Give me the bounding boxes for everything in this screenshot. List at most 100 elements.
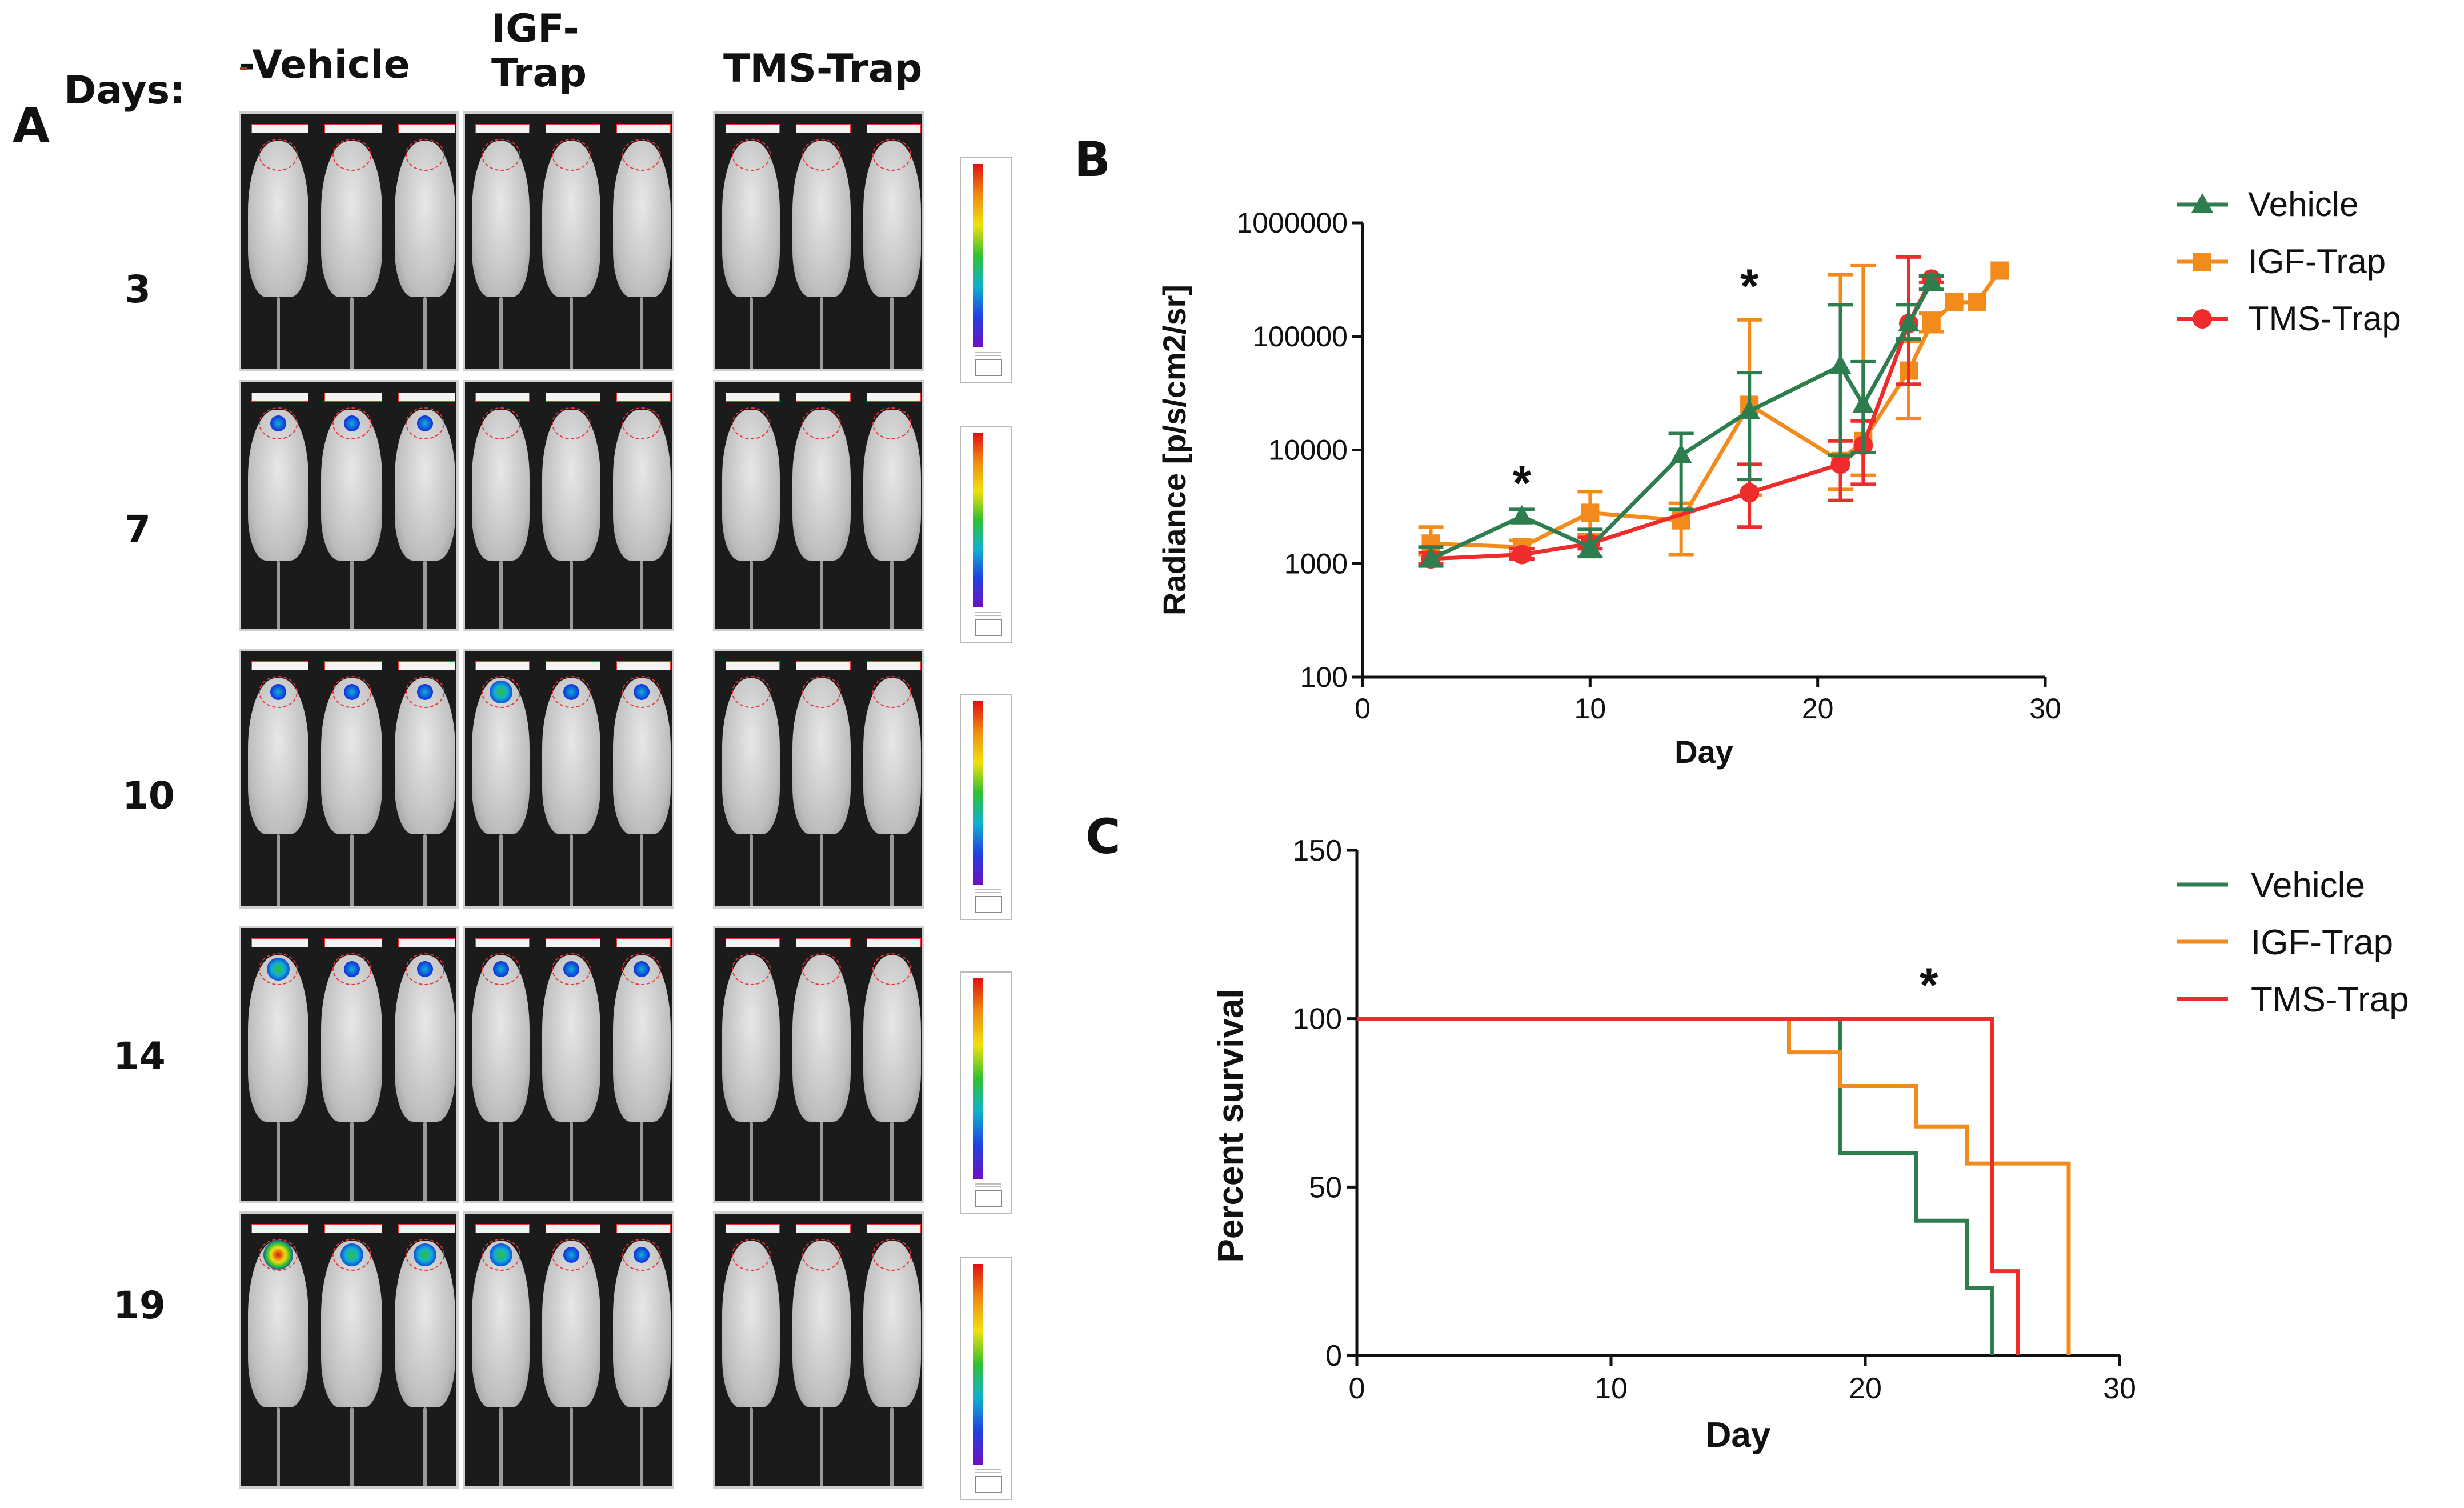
bli-image-day-19-tms-trap [713,1211,924,1489]
scale-box [975,619,1002,636]
data-point [1852,393,1874,413]
mouse-label-tag [251,661,309,670]
mouse-label-tag [616,938,671,947]
panel-a-letter: A [13,97,50,153]
data-point [1581,503,1600,522]
roi-circle [405,139,444,171]
legend-label-tms-trap: TMS-Trap [2251,980,2409,1019]
colour-gradient [973,164,983,347]
survival-curve-igf-trap [1357,1017,2071,1355]
roi-circle [552,139,591,171]
mouse-tail [890,1122,894,1201]
luminescence-signal [343,415,360,431]
roi-circle [802,1239,841,1271]
x-tick-label: 0 [1355,693,1371,725]
roi-circle [731,407,771,439]
luminescence-signal [634,961,650,977]
data-point [1511,505,1533,525]
mouse-label-tag [475,1224,530,1233]
bli-image-day-14-tms-trap [713,926,924,1203]
y-tick-label: 10000 [1268,434,1348,466]
y-tick-label: 0 [1325,1339,1342,1373]
mouse-label-tag [866,393,921,402]
mouse-label-tag [324,1224,382,1233]
radiance-chart: 100 1000 10000 100000 1000000 0 10 20 30 Day Radia… [1156,185,2401,770]
y-tick-label: 100 [1292,1003,1342,1036]
luminescence-signal [563,961,579,977]
y-tick-label: 150 [1292,834,1342,867]
mouse-tail [749,297,753,369]
mouse-tail [640,297,644,369]
luminescence-signal [270,684,287,700]
roi-circle [872,1239,912,1271]
data-point [1670,443,1692,463]
roi-circle [802,407,841,439]
roi-circle [802,139,841,171]
mouse-tail [640,1122,644,1201]
roi-circle [802,676,841,708]
data-point [1740,483,1760,503]
x-tick-label: 20 [1849,1372,1882,1405]
mouse-label-tag [398,1224,455,1233]
mouse-tail [570,834,573,906]
mouse-tail [640,561,644,629]
colour-scale-bar-day-14 [960,971,1012,1214]
colour-gradient [973,1264,983,1465]
mouse-label-tag [251,124,309,133]
mouse-label-tag [324,393,382,402]
mouse-label-tag [546,938,600,947]
scale-text [975,352,1001,358]
bli-image-day-19-vehicle [239,1211,459,1489]
luminescence-signal [263,1240,294,1270]
legend-marker [2193,309,2212,329]
luminescence-signal [634,684,650,700]
roi-circle [872,953,912,985]
luminescence-signal [343,684,360,700]
x-tick-label: 30 [2029,693,2061,725]
bli-image-day-7-tms-trap [713,380,924,631]
roi-circle [552,407,591,439]
mouse-tail [277,834,281,906]
mouse-label-tag [726,124,780,133]
mouse-tail [570,1122,573,1201]
mouse-label-tag [616,661,671,670]
roi-circle [622,407,662,439]
day-label-14: 14 [113,1034,166,1078]
colour-gradient [973,978,983,1179]
bli-image-day-10-vehicle [239,649,459,909]
roi-circle [332,676,371,708]
mouse-label-tag [324,938,382,947]
data-point [1829,354,1852,374]
mouse-label-tag [866,661,921,670]
mouse-label-tag [475,661,530,670]
roi-circle [872,139,912,171]
scale-box [975,896,1002,913]
bli-image-day-7-vehicle [239,380,459,631]
day-label-10: 10 [122,774,175,818]
scale-text [975,1469,1001,1475]
legend-label-igf-trap: IGF-Trap [2251,923,2393,962]
mouse-tail [570,1407,573,1486]
roi-circle [259,953,298,985]
days-header: Days: [64,68,186,113]
mouse-label-tag [398,661,455,670]
mouse-tail [890,561,894,629]
data-point [1968,293,1986,311]
mouse-tail [499,834,503,906]
y-axis-title: Percent survival [1211,989,1251,1262]
mouse-tail [277,1407,281,1486]
scale-box [975,359,1002,376]
mouse-label-tag [616,124,671,133]
mouse-label-tag [251,393,309,402]
mouse-tail [499,1122,503,1201]
mouse-label-tag [796,393,851,402]
luminescence-signal [416,415,433,431]
luminescence-signal [489,681,512,703]
mouse-label-tag [726,393,780,402]
mouse-label-tag [398,393,455,402]
mouse-label-tag [546,393,600,402]
scale-text [975,612,1001,618]
luminescence-signal [340,1243,363,1266]
mouse-tail [350,1407,354,1486]
roi-circle [481,407,520,439]
